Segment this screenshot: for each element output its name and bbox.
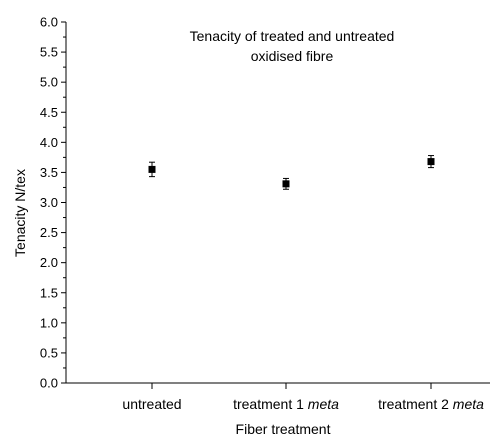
y-axis-ticks: 0.0 0.5 1.0 1.5 2.0 2.5 3.0 3.5 4.0 4.5 5.0 5.5 6.0: [40, 15, 66, 391]
y-tick-label: 1.0: [40, 315, 58, 330]
y-tick-label: 3.0: [40, 195, 58, 210]
x-tick-label: untreated: [122, 396, 181, 412]
y-axis-title: Tenacity N/tex: [12, 169, 28, 257]
square-marker: [282, 180, 290, 188]
square-marker: [427, 158, 435, 166]
data-points: [148, 155, 435, 190]
y-tick-label: 5.0: [40, 75, 58, 90]
y-tick-label: 2.0: [40, 255, 58, 270]
data-point: [148, 161, 156, 178]
y-tick-label: 6.0: [40, 15, 58, 30]
chart-title-line-2: oxidised fibre: [251, 48, 334, 64]
x-tick-label: treatment 2 meta: [378, 396, 484, 412]
y-tick-label: 0.5: [40, 345, 58, 360]
data-point: [427, 155, 435, 169]
x-axis-ticks: untreated treatment 1 meta treatment 2 met…: [122, 383, 484, 412]
x-tick-label: treatment 1 meta: [233, 396, 339, 412]
y-tick-label: 2.5: [40, 225, 58, 240]
y-tick-label: 1.5: [40, 285, 58, 300]
square-marker: [148, 165, 156, 173]
y-tick-label: 5.5: [40, 45, 58, 60]
chart-title-line-1: Tenacity of treated and untreated: [190, 28, 395, 44]
y-tick-label: 4.5: [40, 105, 58, 120]
y-tick-label: 4.0: [40, 135, 58, 150]
data-point: [282, 177, 290, 190]
y-tick-label: 0.0: [40, 376, 58, 391]
x-axis-title: Fiber treatment: [236, 421, 331, 437]
y-tick-label: 3.5: [40, 165, 58, 180]
